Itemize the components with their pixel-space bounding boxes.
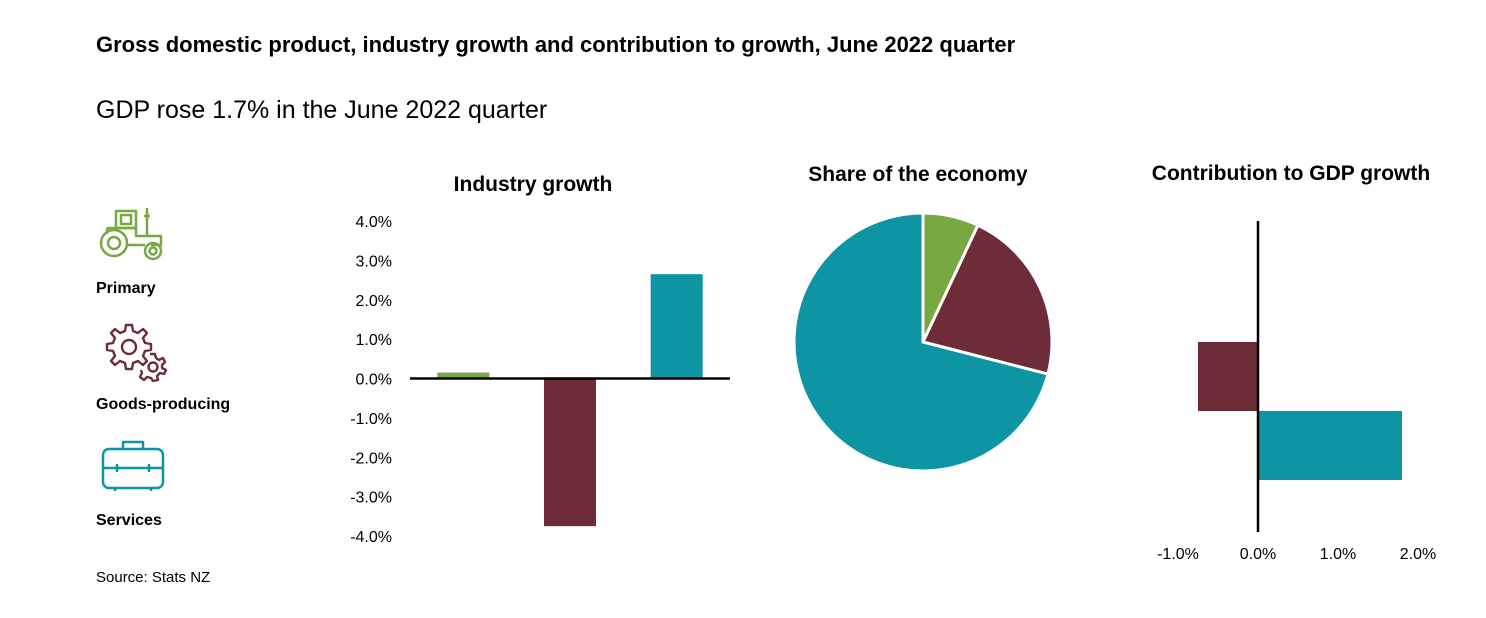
page-subtitle: GDP rose 1.7% in the June 2022 quarter [96,96,548,124]
industry-growth-title: Industry growth [454,173,613,196]
industry-growth-ytick: 3.0% [356,253,392,270]
industry-growth-chart: Industry growth 4.0% 3.0% 2.0% 1.0% 0.0% -1.0… [350,173,730,546]
share-of-economy-chart: Share of the economy [792,163,1054,473]
source-note: Source: Stats NZ [96,569,211,586]
industry-growth-ytick: 0.0% [356,372,392,389]
contribution-chart: Contribution to GDP growth -1.0% 0.0% 1.0%… [1152,162,1436,563]
contribution-title: Contribution to GDP growth [1152,162,1430,185]
contribution-bar-services [1258,411,1402,480]
industry-growth-ytick: -2.0% [350,450,392,467]
page-title: Gross domestic product, industry growth … [96,32,1016,57]
tractor-icon [99,208,163,261]
briefcase-icon [101,440,165,491]
contribution-xtick: 2.0% [1400,546,1436,563]
industry-growth-bar-services [650,274,703,379]
legend-label-goods-producing: Goods-producing [96,396,231,413]
industry-growth-ytick: -1.0% [350,411,392,428]
share-of-economy-title: Share of the economy [808,163,1028,186]
pie-slice-goods-producing [920,223,1054,376]
contribution-xtick: -1.0% [1157,546,1199,563]
contribution-bar-goods-producing [1198,342,1258,411]
gears-icon [105,323,168,383]
contribution-xtick: 0.0% [1240,546,1276,563]
contribution-xtick: 1.0% [1320,546,1356,563]
industry-growth-bar-primary [437,372,490,379]
industry-growth-ytick: 1.0% [356,332,392,349]
industry-growth-ytick: -4.0% [350,529,392,546]
legend-label-primary: Primary [96,280,156,297]
pie-slice-services [792,211,1050,473]
industry-growth-ytick: 4.0% [356,214,392,231]
industry-growth-ytick: 2.0% [356,293,392,310]
legend-label-services: Services [96,512,162,529]
industry-growth-ytick: -3.0% [350,490,392,507]
industry-growth-bar-goods-producing [544,378,596,527]
